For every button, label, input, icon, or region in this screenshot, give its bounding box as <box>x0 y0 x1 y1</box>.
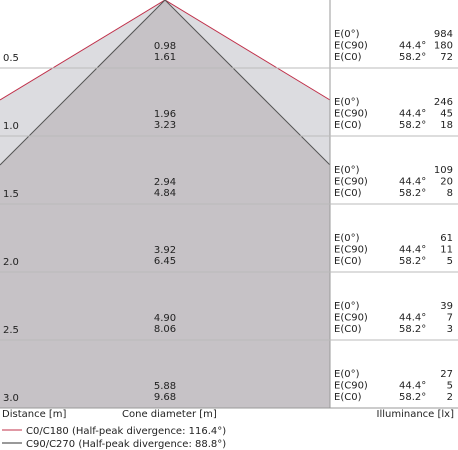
illuminance-value: 27 <box>440 369 453 380</box>
illuminance-name: E(C0) <box>334 256 362 267</box>
legend-label: C0/C180 (Half-peak divergence: 116.4°) <box>26 426 226 437</box>
diameter-label: 2.94 <box>154 177 176 188</box>
diameter-label: 1.96 <box>154 109 176 120</box>
distance-label: 1.0 <box>3 121 19 132</box>
c90-edge <box>164 0 331 166</box>
illuminance-name: E(0°) <box>334 29 360 40</box>
diameter-label: 9.68 <box>154 392 176 403</box>
distance-label: 2.0 <box>3 257 19 268</box>
distance-label: 0.5 <box>3 53 19 64</box>
angle-label: 58.2° <box>399 120 426 131</box>
illuminance-name: E(C90) <box>334 313 368 324</box>
diameter-label: 3.92 <box>154 245 176 256</box>
illuminance-value: 20 <box>440 177 453 188</box>
illuminance-name: E(C90) <box>334 381 368 392</box>
illuminance-value: 109 <box>434 165 453 176</box>
angle-label: 44.4° <box>399 177 426 188</box>
illuminance-name: E(0°) <box>334 97 360 108</box>
illuminance-value: 5 <box>447 256 453 267</box>
illuminance-value: 7 <box>447 313 453 324</box>
angle-label: 44.4° <box>399 245 426 256</box>
illuminance-value: 11 <box>440 245 453 256</box>
angle-label: 44.4° <box>399 313 426 324</box>
angle-label: 58.2° <box>399 52 426 63</box>
illuminance-value: 3 <box>447 324 453 335</box>
illuminance-name: E(C0) <box>334 120 362 131</box>
illuminance-value: 18 <box>440 120 453 131</box>
c0-edge <box>0 0 166 101</box>
diameter-label: 1.61 <box>154 52 176 63</box>
illuminance-name: E(0°) <box>334 369 360 380</box>
illuminance-value: 180 <box>434 41 453 52</box>
c90-edge <box>0 0 166 166</box>
angle-label: 58.2° <box>399 256 426 267</box>
legend-label: C90/C270 (Half-peak divergence: 88.8°) <box>26 439 226 450</box>
angle-label: 58.2° <box>399 188 426 199</box>
illuminance-value: 5 <box>447 381 453 392</box>
illuminance-value: 72 <box>440 52 453 63</box>
footer-label: Illuminance [lx] <box>377 409 455 420</box>
illuminance-name: E(C90) <box>334 177 368 188</box>
footer-label: Cone diameter [m] <box>122 409 217 420</box>
distance-label: 2.5 <box>3 325 19 336</box>
illuminance-name: E(0°) <box>334 165 360 176</box>
footer-label: Distance [m] <box>2 409 67 420</box>
angle-label: 44.4° <box>399 109 426 120</box>
illuminance-name: E(C0) <box>334 392 362 403</box>
illuminance-value: 39 <box>440 301 453 312</box>
c0-edge <box>164 0 331 101</box>
angle-label: 58.2° <box>399 324 426 335</box>
angle-label: 44.4° <box>399 381 426 392</box>
illuminance-value: 61 <box>440 233 453 244</box>
illuminance-value: 246 <box>434 97 453 108</box>
illuminance-name: E(C0) <box>334 52 362 63</box>
angle-label: 58.2° <box>399 392 426 403</box>
illuminance-value: 984 <box>434 29 453 40</box>
illuminance-value: 2 <box>447 392 453 403</box>
illuminance-name: E(C0) <box>334 324 362 335</box>
angle-label: 44.4° <box>399 41 426 52</box>
diameter-label: 8.06 <box>154 324 176 335</box>
diameter-label: 6.45 <box>154 256 176 267</box>
illuminance-value: 8 <box>447 188 453 199</box>
illuminance-name: E(0°) <box>334 233 360 244</box>
diameter-label: 0.98 <box>154 41 176 52</box>
illuminance-name: E(C90) <box>334 41 368 52</box>
illuminance-value: 45 <box>440 109 453 120</box>
diameter-label: 4.90 <box>154 313 176 324</box>
illuminance-name: E(0°) <box>334 301 360 312</box>
diameter-label: 4.84 <box>154 188 176 199</box>
distance-label: 3.0 <box>3 393 19 404</box>
diameter-label: 5.88 <box>154 381 176 392</box>
illuminance-name: E(C0) <box>334 188 362 199</box>
diameter-label: 3.23 <box>154 120 176 131</box>
illuminance-name: E(C90) <box>334 245 368 256</box>
distance-label: 1.5 <box>3 189 19 200</box>
illuminance-name: E(C90) <box>334 109 368 120</box>
